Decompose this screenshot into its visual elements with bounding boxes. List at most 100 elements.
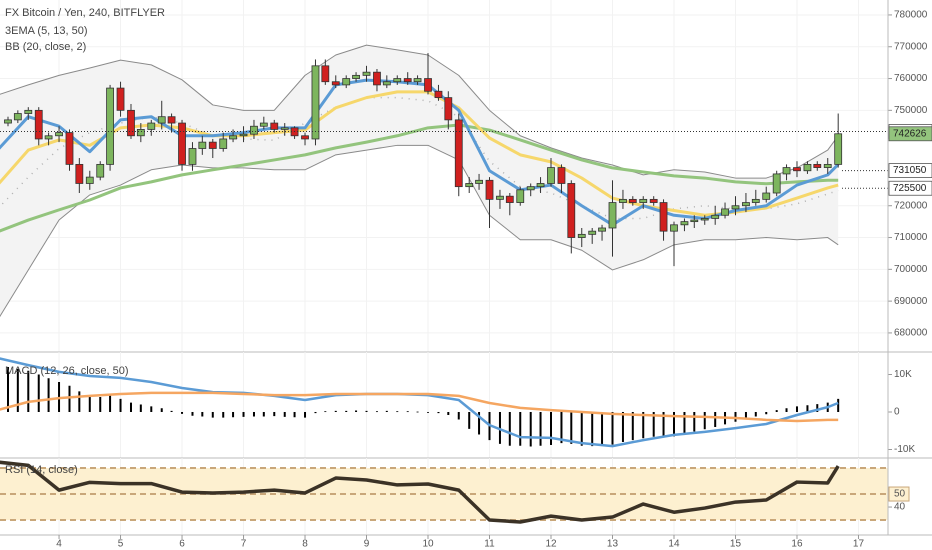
candle-body [619, 198, 627, 203]
macd-histogram-bar [273, 411, 276, 417]
macd-histogram-bar [631, 411, 634, 441]
macd-histogram-bar [355, 410, 358, 412]
candle-body [13, 113, 22, 121]
candle-body [188, 148, 197, 165]
candle-body [465, 183, 474, 188]
y-tick-label: 10K [894, 369, 912, 380]
macd-histogram-bar [775, 410, 778, 412]
y-tick-label: 700000 [894, 264, 928, 275]
candle-body [198, 141, 207, 149]
candle-body [106, 87, 114, 165]
macd-histogram-bar [232, 411, 235, 418]
candle-body [444, 97, 453, 121]
rsi-line [0, 460, 840, 524]
candle-body [516, 189, 525, 203]
candle-body [34, 109, 43, 140]
macd-histogram-bar [437, 411, 440, 414]
x-tick-label: 17 [853, 539, 865, 550]
candle-body [577, 233, 586, 238]
candle-body [362, 71, 371, 76]
candle-body [44, 135, 53, 140]
macd-histogram-bar [816, 404, 819, 412]
macd-histogram-bar [785, 408, 788, 412]
macd-histogram-bar [611, 411, 614, 445]
macd-histogram-bar [806, 405, 809, 412]
pane-title: RSI (14, close) [5, 464, 78, 476]
candle-body [823, 163, 832, 168]
candle-body [301, 135, 309, 140]
macd-histogram-bar [560, 411, 563, 444]
candle-body [382, 81, 391, 86]
candle-body [127, 109, 135, 137]
chart-title: FX Bitcoin / Yen, 240, BITFLYER [5, 7, 165, 19]
candle-body [475, 179, 483, 184]
y-tick-label: 750000 [894, 105, 928, 116]
candle-body [639, 198, 648, 203]
candle-body [373, 71, 381, 86]
macd-histogram-bar [37, 374, 40, 412]
price-badge [888, 126, 932, 142]
candle-body [813, 163, 822, 168]
macd-histogram-bar [703, 411, 706, 430]
macd-histogram-bar [652, 411, 655, 437]
pane [0, 0, 888, 352]
candle-body [85, 176, 94, 184]
y-tick-box [888, 486, 910, 502]
macd-histogram-bar [621, 411, 624, 442]
y-tick-label: 770000 [894, 41, 928, 52]
candle-body [331, 81, 340, 86]
macd-histogram-bar [47, 378, 50, 412]
macd-histogram-bar [570, 411, 573, 444]
ema-line [0, 123, 839, 233]
macd-histogram-bar [457, 411, 460, 420]
x-tick-label: 14 [668, 539, 680, 550]
price-badge-label: 731050 [893, 165, 927, 176]
macd-histogram-bar [99, 396, 102, 412]
candle-body [167, 116, 176, 124]
price-badge-label: 742626 [893, 128, 927, 139]
macd-histogram-bar [88, 395, 91, 412]
macd-histogram-bar [662, 411, 665, 438]
macd-histogram-bar [252, 411, 255, 417]
macd-histogram-bar [765, 411, 768, 415]
macd-histogram-bar [539, 411, 542, 446]
indicator-label: 3EMA (5, 13, 50) [5, 25, 88, 37]
candle-body [229, 135, 237, 140]
candle-body [608, 202, 617, 229]
macd-histogram-bar [119, 398, 122, 412]
macd-histogram-bar [427, 411, 430, 413]
candle-body [557, 167, 566, 184]
macd-histogram-bar [334, 410, 337, 412]
pane-title: MACD (12, 26, close, 50) [5, 365, 129, 377]
candle-body [178, 122, 186, 165]
macd-histogram-bar [191, 411, 194, 416]
macd-histogram-bar [550, 411, 553, 445]
candle-body [147, 122, 156, 130]
candle-body [485, 179, 494, 200]
candle-body [393, 78, 402, 83]
candle-body [751, 198, 760, 203]
candle-body [352, 74, 360, 79]
candle-body [834, 133, 843, 165]
candle-body [547, 167, 555, 184]
candle-body [711, 214, 720, 219]
macd-histogram-bar [150, 406, 153, 412]
candle-body [628, 198, 637, 203]
macd-histogram-bar [478, 411, 481, 435]
macd-histogram-bar [416, 411, 419, 413]
macd-histogram-bar [211, 411, 214, 418]
macd-histogram-bar [406, 411, 409, 413]
macd-histogram-bar [591, 411, 594, 447]
y-tick-label: -10K [894, 444, 915, 455]
candle-body [321, 65, 330, 83]
candle-body [690, 219, 699, 223]
candle-body [670, 224, 678, 232]
candle-body [496, 195, 504, 200]
pane [0, 352, 859, 458]
x-tick-label: 5 [118, 539, 124, 550]
candle-body [536, 183, 545, 188]
x-tick-label: 12 [545, 539, 557, 550]
macd-histogram-bar [508, 411, 511, 446]
macd-histogram-bar [714, 411, 717, 427]
macd-histogram-bar [683, 411, 686, 435]
